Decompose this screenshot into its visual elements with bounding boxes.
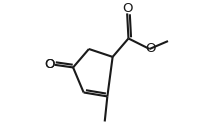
- Text: O: O: [44, 58, 55, 71]
- Text: O: O: [44, 58, 55, 71]
- Text: O: O: [145, 42, 156, 55]
- Text: O: O: [122, 2, 132, 15]
